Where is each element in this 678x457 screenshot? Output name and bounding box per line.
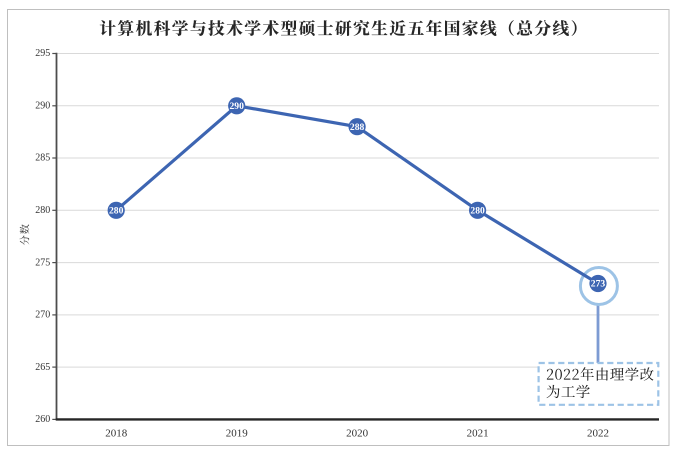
svg-text:290: 290 bbox=[230, 101, 245, 112]
svg-text:285: 285 bbox=[35, 153, 50, 164]
svg-text:265: 265 bbox=[35, 362, 50, 373]
svg-text:2021: 2021 bbox=[467, 427, 489, 439]
svg-text:260: 260 bbox=[35, 414, 50, 425]
svg-text:280: 280 bbox=[35, 205, 50, 216]
svg-text:273: 273 bbox=[591, 279, 606, 290]
svg-text:2018: 2018 bbox=[105, 427, 128, 439]
svg-text:295: 295 bbox=[35, 48, 50, 59]
svg-text:2019: 2019 bbox=[226, 427, 249, 439]
svg-text:290: 290 bbox=[35, 101, 50, 112]
svg-text:2022: 2022 bbox=[587, 427, 609, 439]
svg-text:288: 288 bbox=[350, 122, 365, 133]
svg-text:280: 280 bbox=[470, 206, 485, 217]
svg-text:2020: 2020 bbox=[346, 427, 369, 439]
svg-text:280: 280 bbox=[109, 206, 124, 217]
svg-text:275: 275 bbox=[35, 257, 50, 268]
svg-text:270: 270 bbox=[35, 310, 50, 321]
